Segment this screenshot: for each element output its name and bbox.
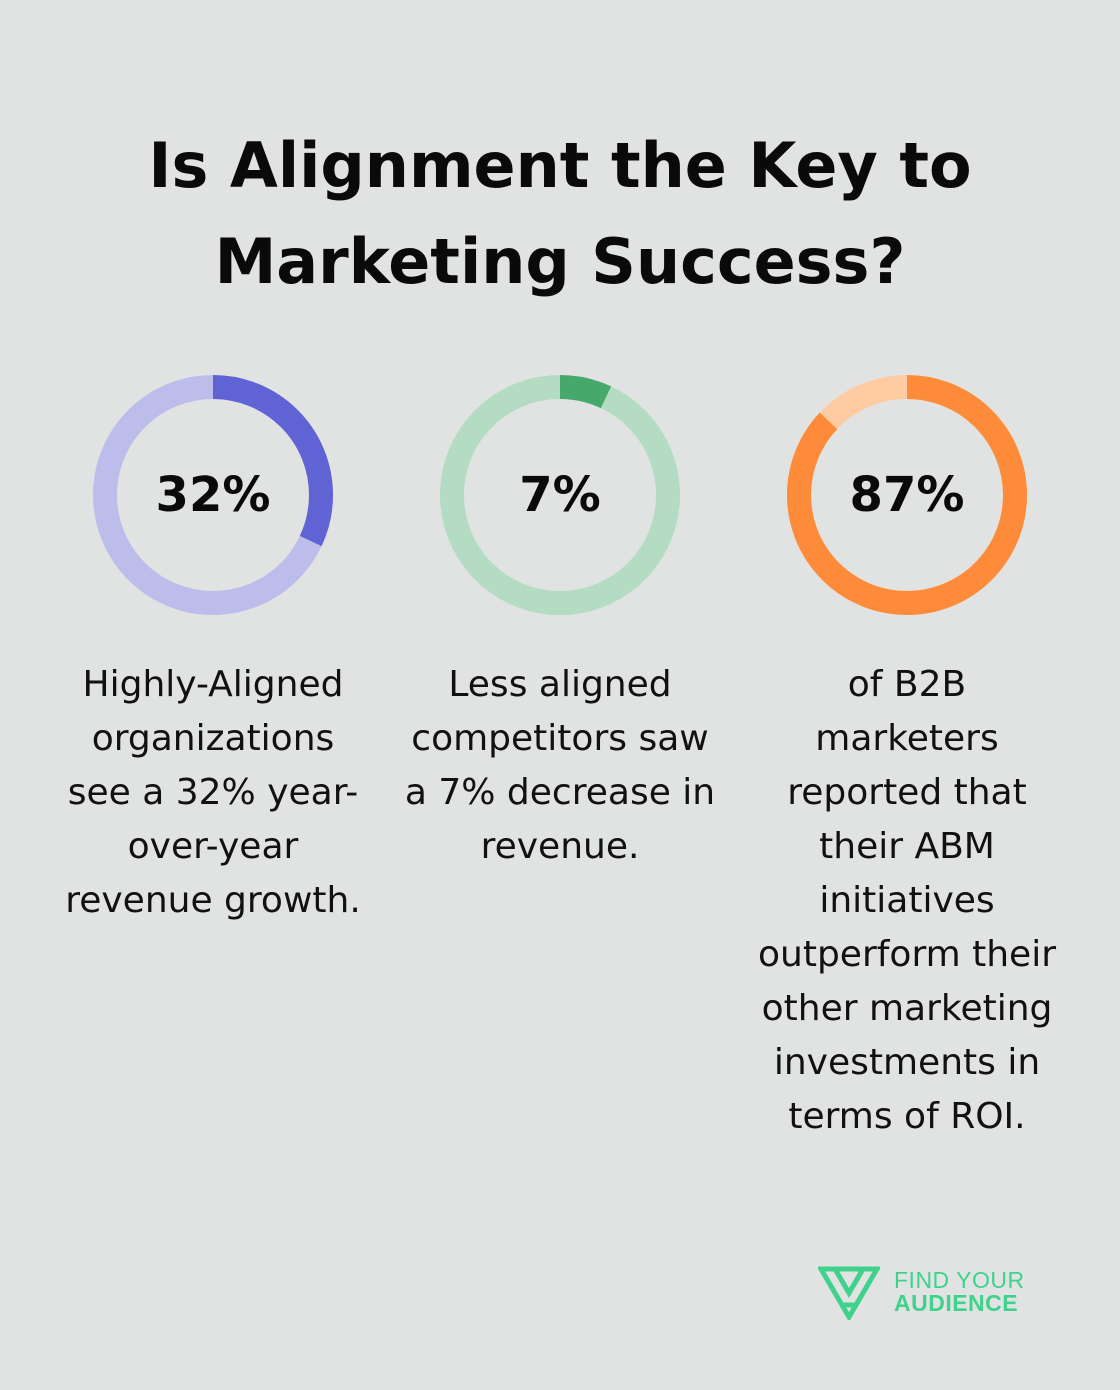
logo-text: FIND YOUR AUDIENCE [894,1269,1025,1315]
donut-chart: 32% [88,370,338,620]
description-line: initiatives [819,880,995,921]
stat-value: 32% [155,467,271,523]
stat-value: 7% [519,467,601,523]
donut-svg [440,375,680,615]
stat-description: Less aligned competitors saw a 7% decrea… [405,658,715,874]
brand-logo: FIND YOUR AUDIENCE [818,1264,1025,1320]
stat-card-abm-roi: 87% of B2B marketers reported that their… [742,370,1072,1144]
stat-value: 87% [849,467,965,523]
description-line: a 7% decrease in [404,772,716,813]
description-line: revenue growth. [65,880,361,921]
stat-description: of B2B marketers reported that their ABM… [758,658,1056,1144]
description-line: of B2B [847,664,967,705]
description-line: their ABM [819,826,995,867]
donut-svg [787,375,1027,615]
description-line: Less aligned [448,664,672,705]
description-line: other marketing [761,988,1053,1029]
description-line: outperform their [757,934,1057,975]
page-title: Is Alignment the Key to Marketing Succes… [0,118,1120,310]
donut-chart: 87% [782,370,1032,620]
stat-card-aligned-growth: 32% Highly-Aligned organizations see a 3… [48,370,378,928]
donut-value-arc [93,375,333,615]
description-line: investments in [773,1042,1041,1083]
donut-value-arc [787,375,1027,615]
description-line: see a 32% year- [67,772,359,813]
stat-description: Highly-Aligned organizations see a 32% y… [65,658,361,928]
donut-svg [93,375,333,615]
stat-card-less-aligned-decrease: 7% Less aligned competitors saw a 7% dec… [395,370,725,874]
description-line: marketers [815,718,999,759]
title-line: Marketing Success? [214,225,906,298]
description-line: revenue. [480,826,640,867]
title-line: Is Alignment the Key to [148,129,972,202]
donut-value-arc [440,375,680,615]
logo-line-2: AUDIENCE [894,1290,1019,1316]
donut-chart: 7% [435,370,685,620]
description-line: reported that [787,772,1027,813]
description-line: terms of ROI. [788,1096,1026,1137]
description-line: Highly-Aligned [82,664,344,705]
description-line: over-year [127,826,299,867]
logo-line-1: FIND YOUR [894,1267,1025,1293]
description-line: organizations [91,718,335,759]
description-line: competitors saw [411,718,709,759]
find-your-audience-logo-icon [818,1266,880,1320]
